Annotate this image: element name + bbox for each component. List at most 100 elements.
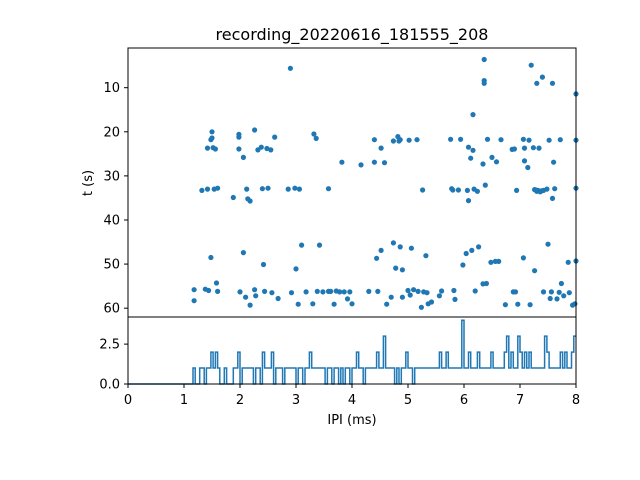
scatter-point — [514, 187, 520, 193]
scatter-point — [565, 259, 571, 265]
scatter-point — [566, 290, 572, 296]
scatter-point — [520, 255, 527, 261]
scatter-point — [556, 289, 562, 295]
scatter-point — [209, 135, 215, 141]
scatter-point — [481, 80, 487, 86]
scatter-panel: 10 20 30 40 50 60 t (s) — [81, 47, 579, 318]
scatter-point — [247, 302, 253, 308]
scatter-point — [545, 241, 551, 247]
x-tick-label: 4 — [348, 393, 356, 408]
x-tick-label: 1 — [180, 393, 188, 408]
scatter-point — [458, 136, 464, 142]
scatter-point — [549, 195, 556, 201]
scatter-point — [521, 158, 528, 164]
scatter-point — [208, 254, 214, 261]
scatter-point — [436, 293, 442, 299]
scatter-point — [240, 154, 246, 160]
scatter-point — [481, 56, 487, 63]
scatter-point — [407, 292, 413, 298]
scatter-point — [548, 289, 555, 295]
scatter-point — [265, 185, 271, 191]
scatter-point — [405, 287, 411, 294]
scatter-point — [374, 255, 380, 261]
scatter-y-ticks: 10 20 30 40 50 60 — [103, 81, 128, 317]
scatter-point — [381, 160, 388, 166]
scatter-point — [269, 290, 275, 296]
scatter-point — [525, 164, 531, 171]
scatter-point — [337, 289, 343, 295]
scatter-point — [428, 299, 435, 305]
histogram-line — [128, 319, 576, 385]
scatter-point — [259, 186, 265, 192]
y-tick-label: 30 — [103, 169, 120, 184]
scatter-point — [572, 301, 578, 307]
scatter-point — [469, 247, 475, 253]
scatter-point — [397, 137, 403, 143]
scatter-point — [465, 144, 472, 150]
scatter-point — [546, 137, 552, 143]
scatter-point — [388, 294, 394, 300]
scatter-point — [539, 74, 546, 80]
scatter-point — [366, 288, 372, 294]
scatter-point — [347, 289, 353, 295]
scatter-point — [450, 187, 456, 193]
scatter-point — [344, 296, 351, 302]
scatter-point — [339, 159, 345, 165]
scatter-point — [378, 247, 384, 253]
scatter-point — [393, 265, 399, 271]
scatter-point — [439, 288, 445, 294]
scatter-point — [341, 289, 347, 295]
scatter-point — [414, 137, 420, 143]
scatter-point — [316, 242, 323, 248]
scatter-point — [252, 127, 258, 133]
scatter-point — [547, 295, 553, 302]
scatter-point — [496, 258, 502, 264]
scatter-point — [468, 155, 474, 161]
scatter-point — [451, 287, 457, 294]
scatter-point — [532, 268, 538, 274]
scatter-point — [552, 186, 558, 192]
scatter-point — [544, 186, 550, 192]
scatter-point — [375, 288, 381, 294]
scatter-point — [204, 145, 211, 151]
scatter-point — [424, 290, 430, 296]
scatter-point — [480, 161, 486, 167]
scatter-point — [418, 304, 424, 310]
y-axis-label: t (s) — [81, 170, 96, 196]
scatter-point — [296, 186, 302, 192]
scatter-point — [199, 187, 205, 193]
scatter-point — [557, 137, 563, 143]
scatter-point — [371, 159, 377, 165]
scatter-point — [465, 198, 472, 204]
scatter-point — [536, 145, 542, 151]
scatter-point — [215, 185, 221, 191]
histogram-panel: 0.0 2.5 0 1 2 3 4 5 6 7 8 IPI (ms) — [99, 316, 580, 428]
scatter-point — [295, 301, 301, 307]
scatter-point — [275, 295, 281, 302]
scatter-point — [470, 147, 476, 153]
scatter-point — [299, 242, 305, 248]
scatter-point — [349, 301, 355, 307]
scatter-point — [558, 280, 565, 287]
x-tick-label: 6 — [460, 393, 468, 408]
y-tick-label: 60 — [103, 302, 120, 317]
scatter-point — [420, 187, 426, 193]
y-tick-label: 50 — [103, 258, 120, 273]
scatter-point — [483, 280, 489, 287]
scatter-point — [408, 245, 414, 251]
hist-y-tick-label: 2.5 — [99, 338, 120, 353]
scatter-point — [549, 80, 556, 86]
scatter-point — [520, 136, 527, 142]
scatter-point — [390, 138, 396, 144]
scatter-point — [561, 293, 567, 299]
scatter-point — [540, 289, 547, 295]
scatter-point — [285, 186, 291, 192]
scatter-point — [230, 194, 236, 201]
scatter-point — [464, 187, 470, 193]
scatter-point — [455, 187, 461, 193]
scatter-point — [472, 288, 478, 294]
scatter-point — [288, 290, 295, 296]
scatter-point — [528, 62, 534, 68]
scatter-point — [448, 136, 454, 142]
scatter-point — [502, 302, 508, 308]
